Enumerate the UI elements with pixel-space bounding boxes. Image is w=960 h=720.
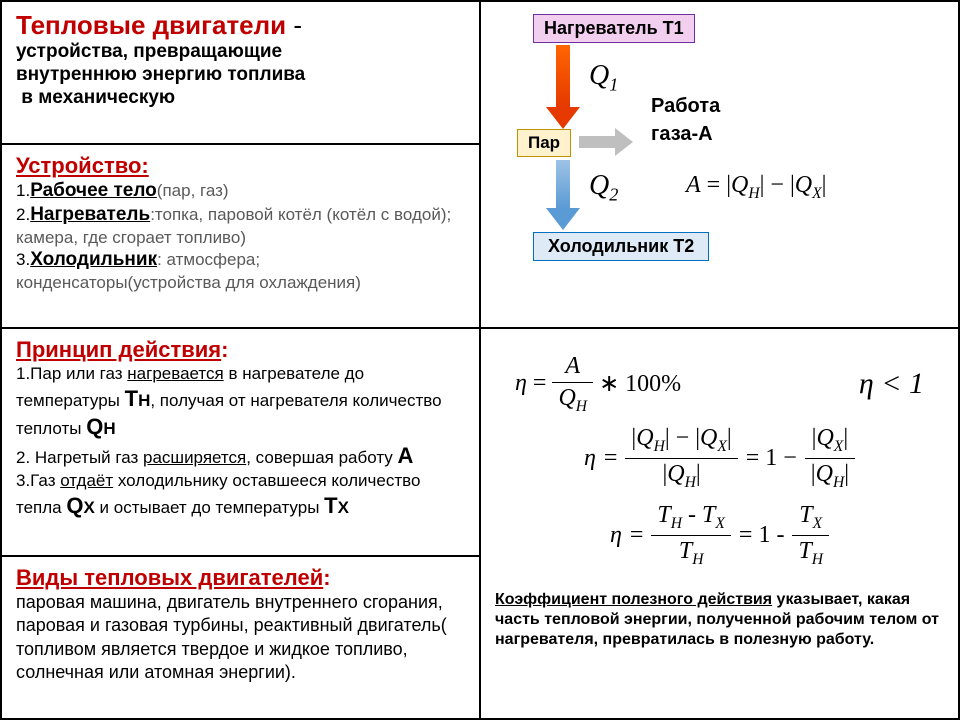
formula-eta-t: η = TH - TX TH = 1 - TX TH <box>495 502 944 569</box>
ustroistvo-heading: Устройство: <box>16 153 465 179</box>
title-sep: - <box>286 10 302 40</box>
steam-box: Пар <box>517 129 571 157</box>
cell-flow: Нагреватель Т1 Q1 Пар Работагаза-А A = |… <box>480 1 959 328</box>
cooler-box: Холодильник Т2 <box>533 232 709 261</box>
flow-diagram: Нагреватель Т1 Q1 Пар Работагаза-А A = |… <box>481 2 958 262</box>
cell-title: Тепловые двигатели - устройства, превращ… <box>1 1 480 144</box>
q1-label: Q1 <box>589 60 618 96</box>
kinds-text: паровая машина, двигатель внутреннего сг… <box>16 591 465 685</box>
kpd-description: Коэффициент полезного действия указывает… <box>495 590 944 650</box>
principle-text: 1.Пар или газ нагревается в нагревателе … <box>16 363 465 522</box>
ustroistvo-item-2: 2.Нагреватель:топка, паровой котёл (котё… <box>16 203 465 248</box>
cell-ustroistvo: Устройство: 1.Рабочее тело(пар, газ) 2.Н… <box>1 144 480 327</box>
cell-formulas: η = AQH ∗ 100% η < 1 η = |QH| − |QX| |QH… <box>480 328 959 720</box>
q2-label: Q2 <box>589 170 618 206</box>
formula-eta-q: η = |QH| − |QX| |QH| = 1 − |QX| |QH| <box>495 425 944 492</box>
title-main: Тепловые двигатели <box>16 10 286 40</box>
ustroistvo-item-3: 3.Холодильник: атмосфера; конденсаторы(у… <box>16 248 465 293</box>
cell-kinds: Виды тепловых двигателей: паровая машина… <box>1 556 480 719</box>
principle-heading: Принцип действия <box>16 337 221 362</box>
subtitle: устройства, превращающиевнутреннюю энерг… <box>16 41 465 109</box>
kinds-heading: Виды тепловых двигателей <box>16 565 323 590</box>
cell-principle: Принцип действия: 1.Пар или газ нагревае… <box>1 328 480 556</box>
work-formula: A = |QH| − |QX| <box>686 172 826 203</box>
heater-box: Нагреватель Т1 <box>533 14 695 43</box>
formula-eta-main: η = AQH ∗ 100% η < 1 η = |QH| − |QX| |QH… <box>495 337 944 585</box>
main-grid: Тепловые двигатели - устройства, превращ… <box>0 0 960 720</box>
eta-lt-1: η < 1 <box>859 367 924 401</box>
ustroistvo-item-1: 1.Рабочее тело(пар, газ) <box>16 179 465 203</box>
work-label: Работагаза-А <box>651 92 720 148</box>
